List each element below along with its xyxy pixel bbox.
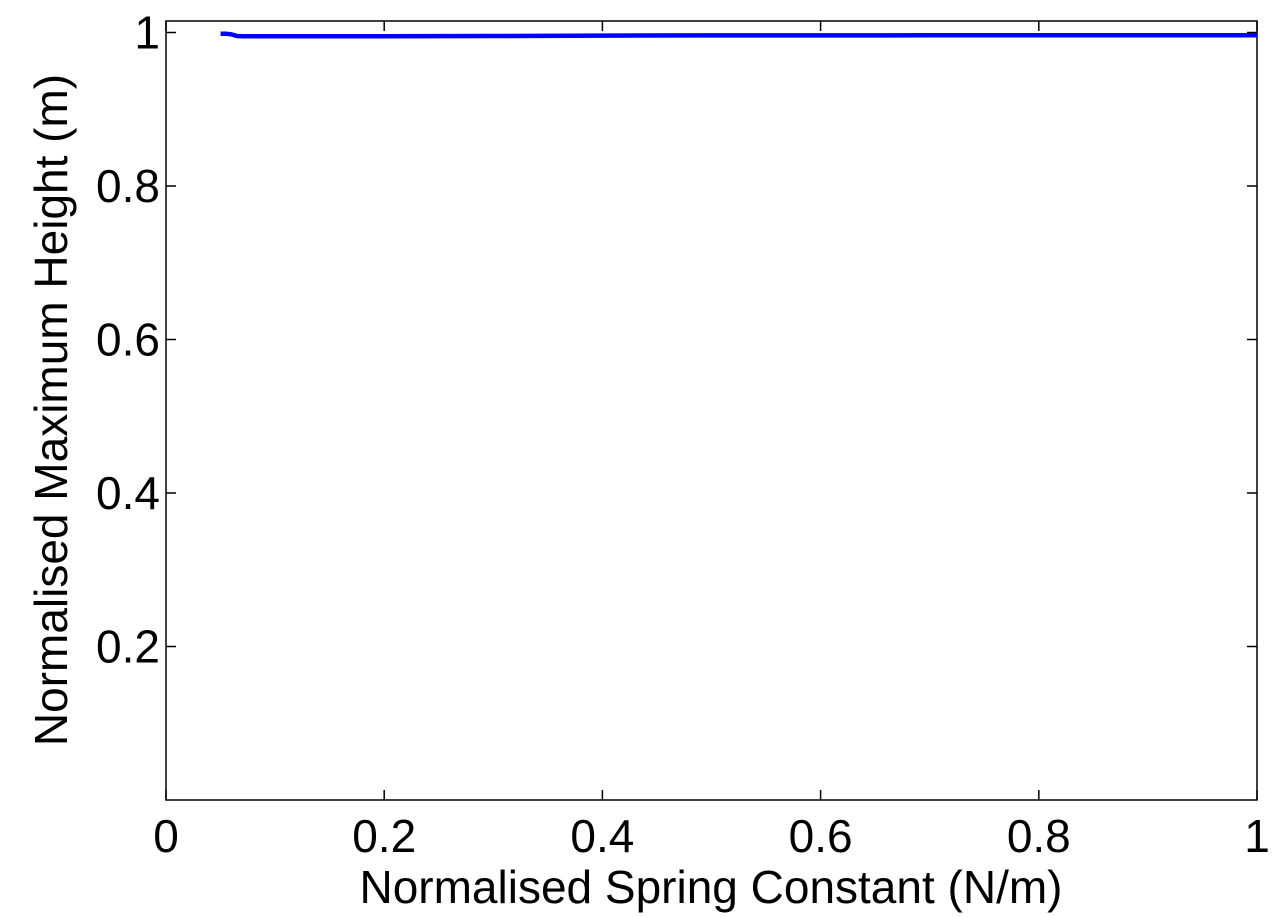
x-axis-label: Normalised Spring Constant (N/m) (359, 861, 1062, 913)
series-line (220, 31, 1257, 39)
y-tick-label: 0.2 (96, 621, 160, 673)
x-tick: 0 (153, 21, 179, 862)
y-axis-label: Normalised Maximum Height (m) (25, 74, 77, 746)
x-tick: 0.6 (789, 21, 853, 862)
x-tick: 0.4 (570, 21, 634, 862)
plot-area (165, 20, 1258, 801)
y-tick-label: 0.8 (96, 160, 160, 212)
y-tick-label: 0.4 (96, 467, 160, 519)
x-tick: 0.8 (1007, 21, 1071, 862)
x-tick-label: 0.4 (570, 810, 634, 862)
x-tick-label: 0.2 (352, 810, 416, 862)
y-tick: 0.4 (96, 467, 1257, 519)
y-axis-ticks: 0.2 0.4 0.6 0.8 1 (96, 7, 1257, 673)
series-layer (220, 31, 1257, 39)
y-tick-label: 1 (134, 7, 160, 59)
x-axis-ticks: 0 0.2 0.4 0.6 0.8 1 (153, 21, 1270, 862)
x-tick-label: 1 (1244, 810, 1270, 862)
x-tick: 1 (1244, 21, 1270, 862)
y-tick-label: 0.6 (96, 314, 160, 366)
y-tick: 0.2 (96, 621, 1257, 673)
y-tick: 0.6 (96, 314, 1257, 366)
x-tick: 0.2 (352, 21, 416, 862)
y-tick: 0.8 (96, 160, 1257, 212)
y-tick: 1 (134, 7, 1257, 59)
x-tick-label: 0.8 (1007, 810, 1071, 862)
x-tick-label: 0.6 (789, 810, 853, 862)
x-tick-label: 0 (153, 810, 179, 862)
